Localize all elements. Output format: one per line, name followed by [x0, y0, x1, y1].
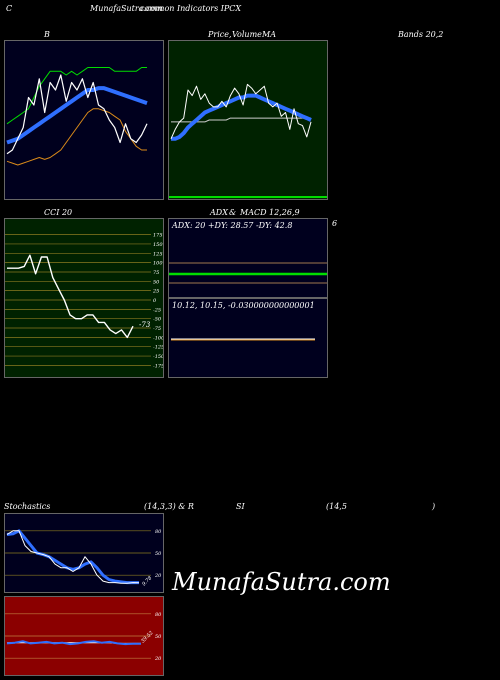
header-title[interactable]: MunafaSutra.com [90, 4, 163, 13]
cci-tick-label: 75 [153, 270, 159, 276]
bollinger-chart [5, 41, 163, 199]
ma-title: MA [262, 30, 276, 39]
cci-tick-label: 100 [153, 261, 163, 267]
stoch-k-line [6, 530, 140, 584]
stochastics-panel: 80 50 20 9.78 [4, 513, 164, 593]
stoch-d-line [6, 529, 139, 585]
cci-tick-label: 50 [153, 279, 160, 285]
bb-title: B [44, 30, 50, 39]
cci-tick-label: 175 [153, 233, 163, 239]
bollinger-panel [4, 40, 164, 200]
macd-side-label: 6 [332, 219, 338, 228]
macd-panel: 10.12, 10.15, -0.030000000000001 [168, 298, 328, 378]
cci-tick-label: -75 [153, 326, 161, 332]
macd-title: MACD 12,26,9 [240, 208, 300, 217]
bands-title: Bands 20,2 [398, 30, 444, 39]
price-panel [168, 40, 328, 200]
panel-background [169, 41, 327, 199]
header-letter: C [6, 4, 13, 13]
stoch-title: Stochastics [4, 502, 51, 511]
cci-tick-label: -150 [153, 354, 163, 360]
cci-line [7, 254, 134, 339]
cci-tick-label: 0 [153, 298, 157, 304]
adx-title: ADX [210, 208, 228, 217]
cci-tick-label: -50 [153, 317, 162, 323]
cci-panel: 175 150 125 100 75 50 25 0 -25 -50 -75 -100 -125 -150… [4, 218, 164, 378]
panel-background [5, 219, 163, 377]
bb-upper-band [6, 67, 147, 125]
price-chart [169, 41, 327, 199]
bb-middle-band [6, 86, 148, 145]
volume-title: Volume [232, 30, 262, 39]
rsi-tick-label: 50 [155, 634, 162, 640]
cci-tick-label: 125 [153, 251, 163, 257]
stoch-params: (14,3,3) & R [144, 502, 194, 511]
cci-tick-label: -125 [153, 345, 163, 351]
cci-tick-label: -175 [153, 363, 163, 369]
rsi-params: (14,5 [326, 502, 347, 511]
amp-symbol: & [229, 208, 237, 217]
adx-values: ADX: 20 +DY: 28.57 -DY: 42.8 [172, 221, 293, 230]
price-ma-fast [171, 93, 312, 141]
header-subtitle: common Indicators IPCX [140, 4, 242, 13]
macd-chart [171, 338, 315, 341]
rsi-line [6, 640, 141, 646]
rsi-tick-label: 20 [154, 656, 162, 662]
cci-current-label: -73 [139, 321, 151, 329]
bb-close-line [6, 74, 148, 155]
cci-chart: 175 150 125 100 75 50 25 0 -25 -50 -75 -100 -125 -150… [5, 219, 163, 377]
cci-tick-label: -100 [153, 335, 163, 341]
cci-tick-label: 25 [152, 289, 159, 295]
stoch-tick-label: 20 [154, 573, 162, 579]
macd-values: 10.12, 10.15, -0.030000000000001 [172, 301, 315, 310]
stoch-tick-label: 80 [155, 529, 162, 535]
price-line [170, 83, 312, 140]
cci-tick-label: 150 [153, 242, 163, 248]
bb-lower-band [6, 108, 147, 166]
watermark: MunafaSutra.com [172, 568, 391, 596]
rsi-tick-label: 80 [155, 612, 162, 618]
rsi-close-paren: ) [432, 502, 436, 511]
cci-tick-label: -25 [153, 307, 161, 313]
price-title: Price, [208, 30, 232, 39]
adx-chart [169, 262, 327, 284]
panel-background [5, 41, 163, 199]
rsi-panel: 80 50 20 39.52 [4, 596, 164, 676]
cci-title: CCI 20 [44, 208, 73, 217]
adx-panel: ADX: 20 +DY: 28.57 -DY: 42.8 [168, 218, 328, 298]
rsi-title: SI [236, 502, 245, 511]
stoch-tick-label: 50 [155, 551, 162, 557]
